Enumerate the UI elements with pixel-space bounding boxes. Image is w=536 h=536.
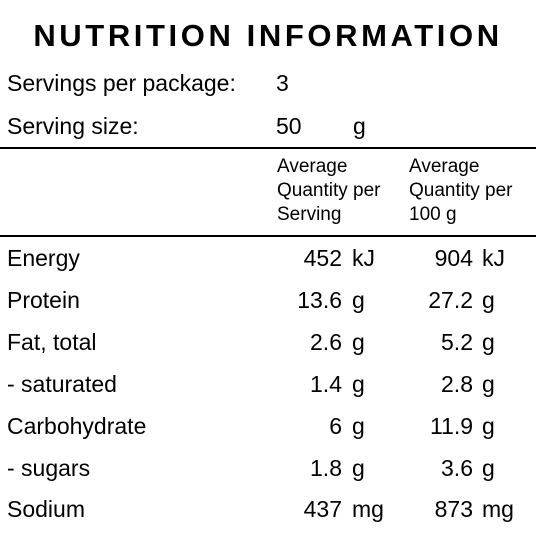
servings-per-package-label: Servings per package: bbox=[7, 70, 236, 96]
per-serving-unit: mg bbox=[352, 496, 384, 522]
per-100g-value: 2.8 bbox=[441, 371, 473, 397]
nutrient-name: Fat, total bbox=[7, 329, 97, 355]
per-serving-unit: kJ bbox=[352, 245, 375, 271]
per-serving-unit: g bbox=[352, 287, 365, 313]
column-header-per-100g: Average Quantity per 100 g bbox=[409, 156, 513, 225]
per-100g-value: 904 bbox=[434, 245, 473, 271]
per-serving-value: 13.6 bbox=[297, 287, 342, 313]
nutrient-name: Energy bbox=[7, 245, 80, 271]
divider-header bbox=[0, 235, 536, 237]
nutrient-name: Sodium bbox=[7, 496, 85, 522]
per-100g-unit: g bbox=[482, 371, 495, 397]
per-serving-unit: g bbox=[352, 329, 365, 355]
per-serving-value: 437 bbox=[303, 496, 342, 522]
serving-size-value: 50 bbox=[276, 113, 302, 139]
nutrient-name: - saturated bbox=[7, 371, 117, 397]
panel-title: NUTRITION INFORMATION bbox=[33, 18, 503, 53]
per-serving-unit: g bbox=[352, 413, 365, 439]
table-row: Protein 13.6 g 27.2 g bbox=[0, 285, 536, 327]
per-100g-value: 11.9 bbox=[429, 413, 473, 439]
table-row: Energy 452 kJ 904 kJ bbox=[0, 243, 536, 285]
per-serving-value: 1.8 bbox=[310, 455, 342, 481]
serving-size-unit: g bbox=[353, 113, 366, 139]
per-serving-unit: g bbox=[352, 371, 365, 397]
per-100g-value: 27.2 bbox=[428, 287, 473, 313]
per-serving-value: 2.6 bbox=[310, 329, 342, 355]
per-serving-value: 1.4 bbox=[310, 371, 342, 397]
per-100g-unit: g bbox=[482, 287, 495, 313]
nutrient-name: - sugars bbox=[7, 455, 91, 481]
nutrient-name: Carbohydrate bbox=[7, 413, 147, 439]
per-100g-unit: g bbox=[482, 455, 495, 481]
per-100g-unit: kJ bbox=[482, 245, 505, 271]
per-serving-value: 452 bbox=[303, 245, 342, 271]
per-serving-unit: g bbox=[352, 455, 365, 481]
per-100g-unit: mg bbox=[482, 496, 514, 522]
divider-top bbox=[0, 147, 536, 149]
per-serving-value: 6 bbox=[329, 413, 342, 439]
column-header-per-serving: Average Quantity per Serving bbox=[277, 156, 381, 225]
table-row: Fat, total 2.6 g 5.2 g bbox=[0, 327, 536, 369]
per-100g-value: 5.2 bbox=[441, 329, 473, 355]
per-100g-unit: g bbox=[482, 413, 495, 439]
table-row: - sugars 1.8 g 3.6 g bbox=[0, 453, 536, 495]
per-100g-unit: g bbox=[482, 329, 495, 355]
nutrient-name: Protein bbox=[7, 287, 80, 313]
serving-size-label: Serving size: bbox=[7, 113, 139, 139]
per-100g-value: 873 bbox=[434, 496, 473, 522]
table-row: Carbohydrate 6 g 11.9 g bbox=[0, 411, 536, 453]
table-row: Sodium 437 mg 873 mg bbox=[0, 494, 536, 536]
table-row: - saturated 1.4 g 2.8 g bbox=[0, 369, 536, 411]
per-100g-value: 3.6 bbox=[441, 455, 473, 481]
servings-per-package-value: 3 bbox=[276, 70, 289, 96]
